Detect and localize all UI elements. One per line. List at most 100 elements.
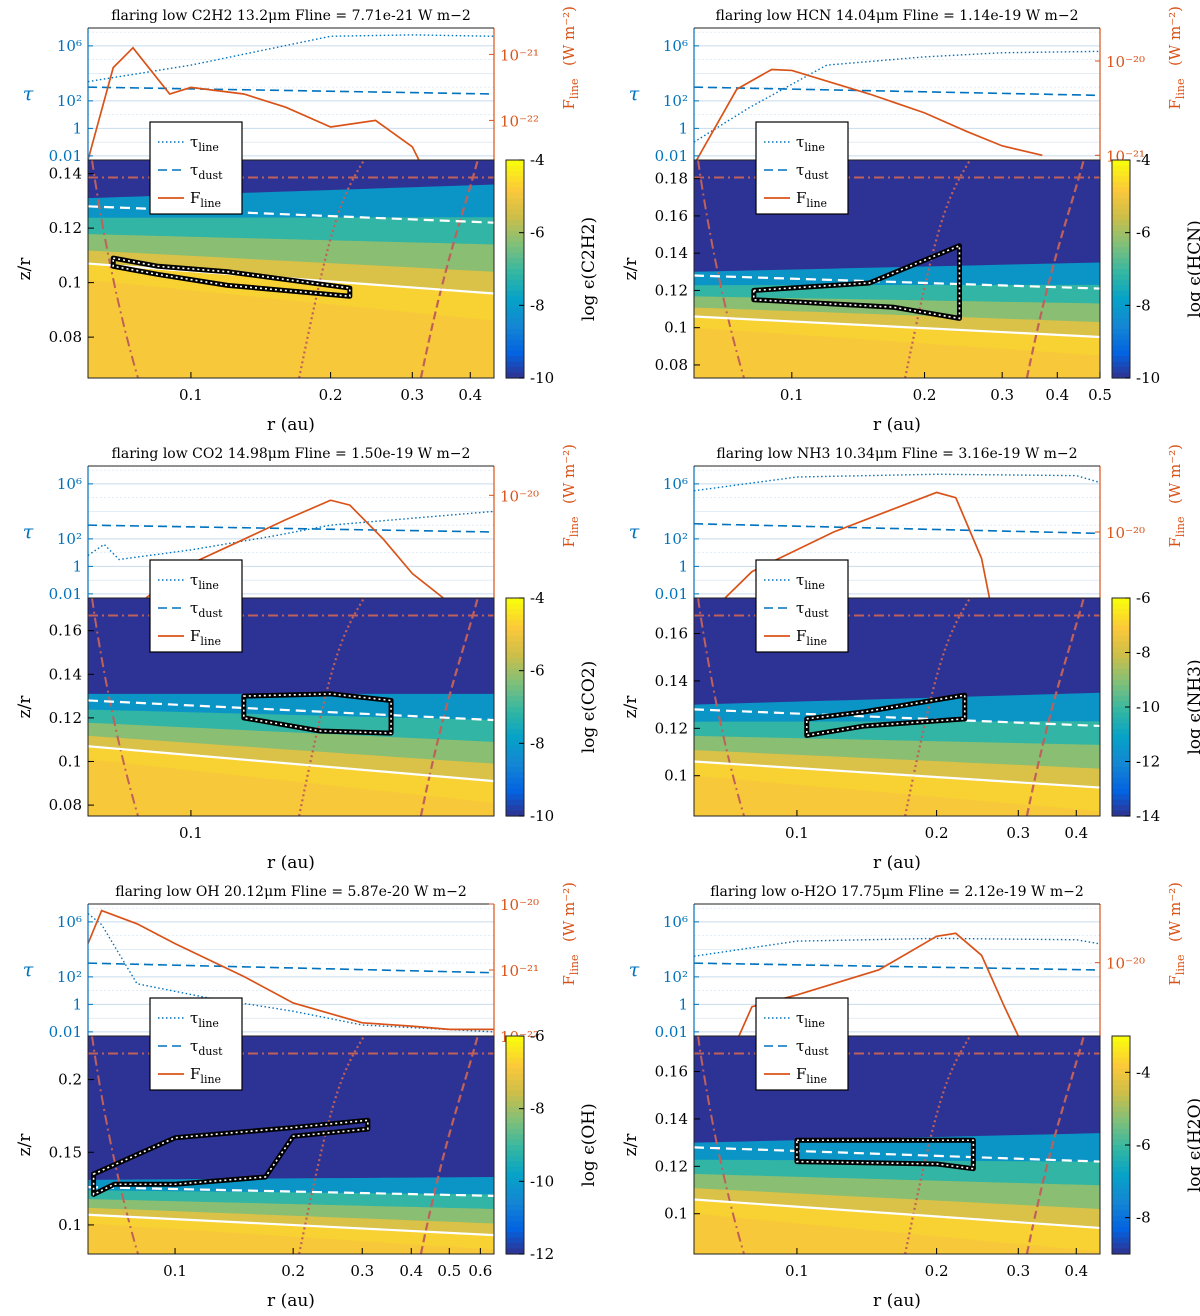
- colorbar-step: [506, 1226, 524, 1233]
- colorbar-step: [1112, 663, 1130, 670]
- colorbar-step: [1112, 1172, 1130, 1179]
- x-axis-label: r (au): [873, 415, 921, 435]
- colorbar-step: [1112, 192, 1130, 199]
- contour-inner-dashdot: [697, 1036, 745, 1254]
- colorbar: -4 -6 -8 log ϵ(H2O): [1111, 1035, 1200, 1255]
- legend-label-tau-dust-base: τ: [796, 161, 804, 179]
- legend-label-tau-line-base: τ: [190, 1009, 198, 1027]
- colorbar-step: [506, 1145, 524, 1152]
- top-plot: [88, 466, 494, 598]
- colorbar-step: [506, 339, 524, 346]
- chart-panel-h2o: flaring low o-H2O 17.75μm Fline = 2.12e-…: [600, 876, 1200, 1314]
- legend-label-tau-dust-sub: dust: [198, 607, 223, 620]
- colorbar-step: [1112, 1194, 1130, 1201]
- colorbar-step: [506, 663, 524, 670]
- legend-label-f-line-sub: line: [806, 1073, 827, 1086]
- legend-label-f-line: Fline: [796, 627, 827, 648]
- colorbar-tick-label: -10: [530, 807, 554, 825]
- y-tick-label: 0.14: [49, 665, 82, 683]
- colorbar-step: [506, 1139, 524, 1146]
- colorbar-step: [506, 345, 524, 352]
- flux-axis-label: Fline: [1166, 954, 1187, 985]
- tau-dust-series: [88, 524, 494, 533]
- colorbar-step: [506, 712, 524, 719]
- tau-tick-label: 1: [678, 557, 688, 575]
- y-tick-label: 0.14: [655, 244, 688, 262]
- colorbar-step: [506, 1155, 524, 1162]
- colorbar-step: [1112, 712, 1130, 719]
- colorbar-step: [506, 165, 524, 172]
- contour-dashed: [1025, 1036, 1085, 1254]
- white-solid-height: [694, 315, 1100, 339]
- colorbar-tick-label: -6: [1136, 1136, 1151, 1154]
- white-solid-height: [88, 745, 494, 783]
- chart-title: flaring low C2H2 13.2μm Fline = 7.71e-21…: [111, 8, 471, 24]
- abundance-band: [88, 279, 494, 378]
- colorbar-step: [506, 318, 524, 325]
- x-axis-label: r (au): [873, 853, 921, 873]
- colorbar-step: [1112, 630, 1130, 637]
- colorbar-step: [1112, 1199, 1130, 1206]
- colorbar-step: [506, 170, 524, 177]
- contour-dashed: [1025, 598, 1085, 816]
- colorbar-step: [1112, 241, 1130, 248]
- tau-dust-series: [88, 962, 494, 974]
- colorbar-step: [506, 356, 524, 363]
- colorbar-step: [506, 717, 524, 724]
- chart-c2h2: flaring low C2H2 13.2μm Fline = 7.71e-21…: [15, 6, 599, 435]
- colorbar-step: [1112, 1150, 1130, 1157]
- colorbar-step: [506, 1068, 524, 1075]
- y-tick-label: 0.1: [664, 767, 688, 785]
- colorbar-tick-label: -12: [1136, 753, 1160, 771]
- colorbar-step: [1112, 225, 1130, 232]
- colorbar-step: [1112, 230, 1130, 237]
- colorbar-tick-label: -8: [1136, 1209, 1151, 1227]
- tau-tick-label: 10⁶: [663, 475, 688, 493]
- colorbar-tick-label: -4: [1136, 1063, 1151, 1081]
- colorbar-step: [506, 1036, 524, 1043]
- y-tick-label: 0.12: [655, 281, 688, 299]
- colorbar-step: [1112, 209, 1130, 216]
- colorbar-step: [506, 1057, 524, 1064]
- y-axis-label: z/r: [621, 257, 641, 281]
- colorbar-step: [1112, 608, 1130, 615]
- colorbar-step: [1112, 707, 1130, 714]
- top-plot-bg: [88, 904, 494, 1036]
- colorbar-step: [506, 192, 524, 199]
- abundance-band: [694, 775, 1100, 816]
- legend-label-tau-line: τline: [796, 133, 825, 154]
- abundance-band: [694, 327, 1100, 378]
- colorbar-step: [506, 1161, 524, 1168]
- colorbar-step: [1112, 176, 1130, 183]
- colorbar-step: [506, 1052, 524, 1059]
- colorbar-step: [1112, 636, 1130, 643]
- colorbar-tick-label: -12: [530, 1245, 554, 1263]
- colorbar-step: [1112, 603, 1130, 610]
- x-tick-label: 0.3: [1006, 824, 1030, 842]
- colorbar-step: [1112, 296, 1130, 303]
- colorbar-step: [506, 783, 524, 790]
- tau-tick-label: 0.01: [49, 1023, 82, 1041]
- flux-axis-label-base: F: [1166, 975, 1184, 985]
- tau-dust-series: [694, 962, 1100, 971]
- colorbar-step: [1112, 668, 1130, 675]
- y-tick-label: 0.1: [58, 1216, 82, 1234]
- heatmap-frame: [693, 597, 1101, 817]
- tau-dust-series: [694, 86, 1100, 97]
- colorbar-step: [1112, 1248, 1130, 1255]
- tau-axis-label: τ: [23, 521, 34, 543]
- colorbar-step: [506, 619, 524, 626]
- tau-dust-series: [88, 86, 494, 95]
- colorbar-step: [1112, 328, 1130, 335]
- colorbar-step: [506, 805, 524, 812]
- colorbar-tick-label: -6: [530, 662, 545, 680]
- colorbar-step: [1112, 198, 1130, 205]
- heatmap: [88, 160, 494, 378]
- colorbar-step: [506, 1106, 524, 1113]
- tau-tick-label: 1: [72, 119, 82, 137]
